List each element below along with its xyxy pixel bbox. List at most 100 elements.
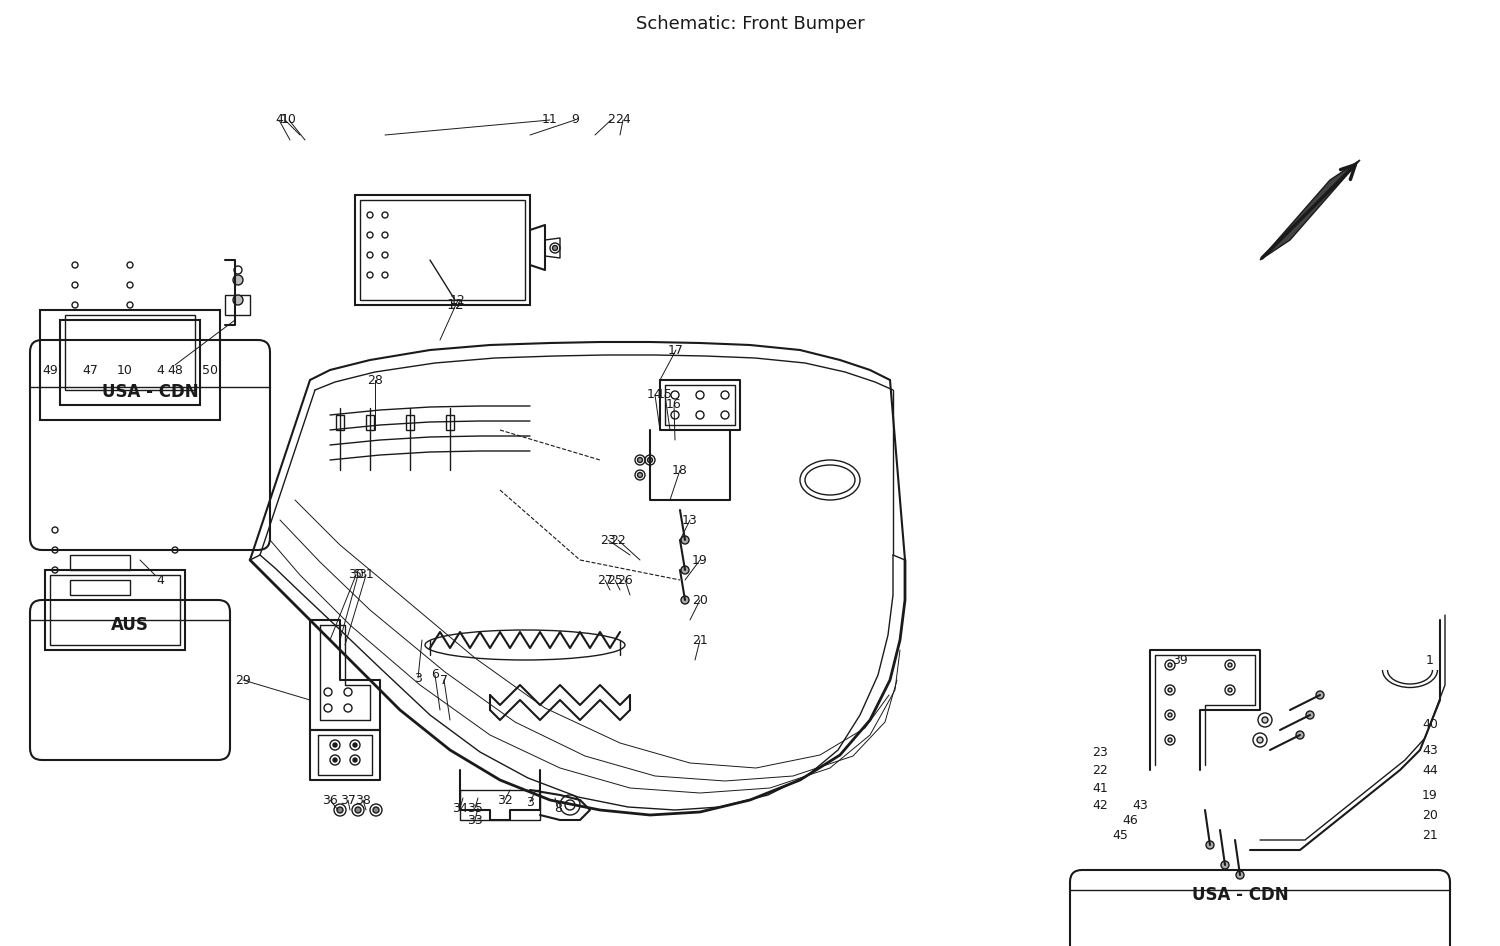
Circle shape <box>1221 861 1228 869</box>
Circle shape <box>232 295 243 305</box>
Text: 15: 15 <box>657 389 674 401</box>
Text: 2: 2 <box>608 114 615 127</box>
Text: 12: 12 <box>446 298 464 312</box>
Bar <box>70 580 130 595</box>
Circle shape <box>638 472 642 478</box>
Text: 19: 19 <box>1422 789 1438 801</box>
Text: 4: 4 <box>274 114 284 127</box>
Text: 20: 20 <box>692 593 708 606</box>
Text: 9: 9 <box>572 114 579 127</box>
Bar <box>336 415 344 430</box>
Text: 21: 21 <box>1422 829 1438 842</box>
Text: 22: 22 <box>610 534 626 547</box>
Circle shape <box>681 536 688 544</box>
Circle shape <box>1168 738 1172 742</box>
Text: 4: 4 <box>156 363 164 377</box>
Bar <box>64 315 195 390</box>
Circle shape <box>552 246 558 251</box>
Text: 47: 47 <box>82 363 98 377</box>
Circle shape <box>681 596 688 604</box>
Polygon shape <box>1260 160 1360 260</box>
Circle shape <box>333 758 338 762</box>
Circle shape <box>1257 737 1263 743</box>
Bar <box>70 555 130 570</box>
Circle shape <box>1262 717 1268 723</box>
Bar <box>50 575 180 645</box>
Text: 30: 30 <box>348 569 364 582</box>
Text: Schematic: Front Bumper: Schematic: Front Bumper <box>636 15 864 33</box>
Circle shape <box>1228 688 1232 692</box>
Circle shape <box>1228 663 1232 667</box>
Text: 50: 50 <box>202 363 217 377</box>
Text: 5: 5 <box>354 569 362 582</box>
Text: 41: 41 <box>1092 781 1108 795</box>
Text: 23: 23 <box>1092 745 1108 759</box>
Circle shape <box>374 807 380 813</box>
Circle shape <box>648 458 652 463</box>
Bar <box>40 310 220 420</box>
Text: 19: 19 <box>692 553 708 567</box>
Text: 10: 10 <box>117 363 134 377</box>
Text: 12: 12 <box>450 293 466 307</box>
Bar <box>460 790 540 820</box>
Circle shape <box>1168 713 1172 717</box>
Text: 21: 21 <box>692 634 708 646</box>
Bar <box>225 295 251 315</box>
Bar <box>45 570 184 650</box>
Text: 22: 22 <box>1092 763 1108 777</box>
Bar <box>60 320 200 405</box>
Text: 37: 37 <box>340 794 356 807</box>
Circle shape <box>638 458 642 463</box>
Text: 39: 39 <box>1172 654 1188 667</box>
Text: 25: 25 <box>608 573 622 587</box>
Circle shape <box>1316 691 1324 699</box>
Text: 35: 35 <box>466 801 483 815</box>
Circle shape <box>1168 688 1172 692</box>
Text: 28: 28 <box>368 374 382 387</box>
Text: 7: 7 <box>440 674 448 687</box>
Circle shape <box>338 807 344 813</box>
Text: 13: 13 <box>682 514 698 527</box>
Text: 42: 42 <box>1092 798 1108 812</box>
Text: 16: 16 <box>666 398 682 412</box>
Bar <box>360 200 525 300</box>
Text: 3: 3 <box>414 672 422 685</box>
Text: 10: 10 <box>280 114 297 127</box>
Bar <box>356 195 530 305</box>
Text: 36: 36 <box>322 794 338 807</box>
Text: 43: 43 <box>1422 744 1438 757</box>
Circle shape <box>333 743 338 747</box>
Text: AUS: AUS <box>111 616 148 634</box>
Text: 45: 45 <box>1112 829 1128 842</box>
Text: 29: 29 <box>236 674 250 687</box>
Text: 3: 3 <box>526 796 534 809</box>
Text: 33: 33 <box>466 814 483 827</box>
Circle shape <box>232 275 243 285</box>
Circle shape <box>1168 663 1172 667</box>
Text: 44: 44 <box>1422 763 1438 777</box>
Circle shape <box>356 807 362 813</box>
Circle shape <box>352 758 357 762</box>
Text: 24: 24 <box>615 114 632 127</box>
Text: 48: 48 <box>166 363 183 377</box>
Text: 14: 14 <box>646 389 663 401</box>
Text: 43: 43 <box>1132 798 1148 812</box>
Bar <box>446 415 454 430</box>
Text: 49: 49 <box>42 363 58 377</box>
Text: 26: 26 <box>616 573 633 587</box>
Text: 1: 1 <box>280 114 290 127</box>
Text: 27: 27 <box>597 573 613 587</box>
Text: USA - CDN: USA - CDN <box>1191 886 1288 904</box>
Text: 31: 31 <box>358 569 374 582</box>
Text: 32: 32 <box>496 794 513 807</box>
Circle shape <box>1236 871 1244 879</box>
Text: 11: 11 <box>542 114 558 127</box>
Circle shape <box>1296 731 1304 739</box>
Text: 17: 17 <box>668 343 684 357</box>
Text: 23: 23 <box>600 534 616 547</box>
Text: 6: 6 <box>430 669 439 681</box>
Text: 4: 4 <box>156 573 164 587</box>
Bar <box>366 415 374 430</box>
Text: 18: 18 <box>672 464 688 477</box>
Circle shape <box>1206 841 1214 849</box>
